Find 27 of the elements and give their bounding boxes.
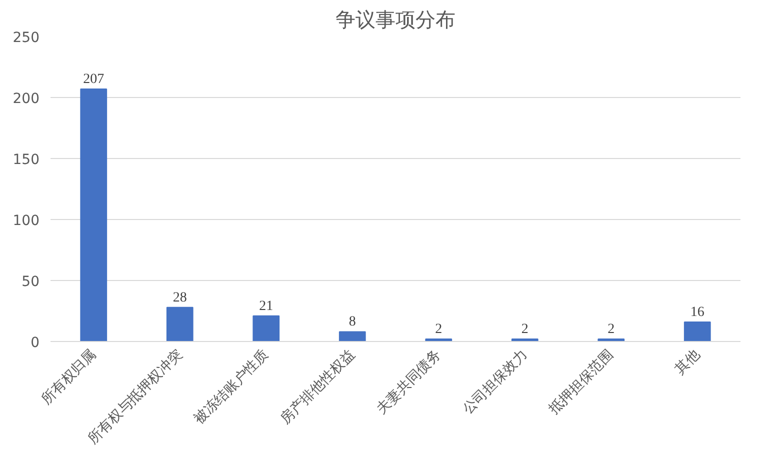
data-label: 2 — [435, 322, 442, 338]
x-tick-label: 夫妻共同债务 — [374, 346, 444, 418]
bar — [252, 315, 280, 342]
data-label: 2 — [521, 322, 528, 338]
x-tick-label: 被冻结账户性质 — [191, 346, 272, 428]
bar — [166, 306, 194, 342]
x-tick-label: 其他 — [672, 346, 704, 378]
bar — [80, 88, 108, 342]
y-tick-label: 150 — [12, 152, 40, 168]
x-tick-label: 所有权归属 — [38, 346, 100, 408]
data-label: 21 — [259, 298, 274, 314]
data-label: 8 — [348, 314, 356, 330]
y-tick-label: 50 — [22, 274, 40, 290]
data-label: 207 — [83, 72, 104, 87]
data-label: 16 — [690, 304, 704, 320]
data-label: 28 — [172, 290, 187, 306]
x-tick-label: 房产排他性权益 — [277, 346, 358, 428]
y-tick-label: 0 — [30, 335, 40, 351]
chart-title: 争议事项分布 — [336, 8, 456, 32]
bar — [338, 331, 366, 342]
y-tick-label: 200 — [12, 91, 40, 107]
bar — [684, 321, 711, 342]
x-tick-label: 抵押担保范围 — [545, 346, 617, 418]
y-tick-label: 250 — [12, 30, 40, 46]
data-label: 2 — [608, 322, 615, 338]
y-tick-label: 100 — [12, 213, 40, 229]
x-tick-label: 公司担保效力 — [460, 346, 531, 418]
